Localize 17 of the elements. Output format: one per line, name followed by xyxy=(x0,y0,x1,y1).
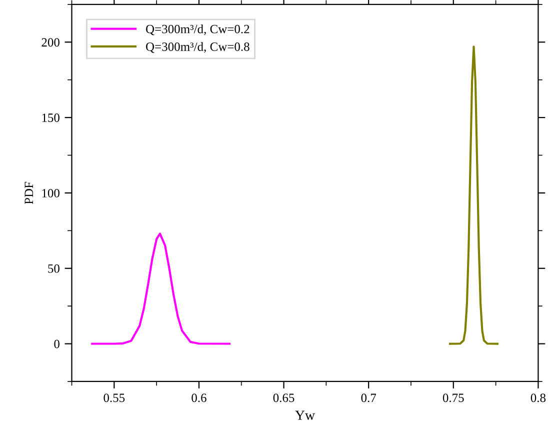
x-tick-label: 0.7 xyxy=(361,394,376,402)
line-series xyxy=(448,46,499,345)
x-tick-label: 0.6 xyxy=(192,394,206,402)
legend-label: Q=300m³/d, Cw=0.8 xyxy=(146,42,250,53)
x-axis-title: Yw xyxy=(295,410,315,420)
y-axis-title: PDF xyxy=(24,182,34,204)
x-tick-label: 0.65 xyxy=(273,394,294,402)
y-tick-label: 100 xyxy=(42,188,60,198)
x-tick-label: 0.8 xyxy=(530,394,546,402)
y-tick-label: 50 xyxy=(48,264,60,273)
y-tick-label: 150 xyxy=(42,114,60,122)
x-tick-label: 0.75 xyxy=(442,394,464,402)
y-tick-label: 0 xyxy=(54,340,60,348)
y-tick-label: 200 xyxy=(42,38,60,47)
x-tick-label: 0.55 xyxy=(104,394,125,402)
legend-label: Q=300m³/d, Cw=0.2 xyxy=(146,24,250,36)
line-series xyxy=(91,232,231,345)
